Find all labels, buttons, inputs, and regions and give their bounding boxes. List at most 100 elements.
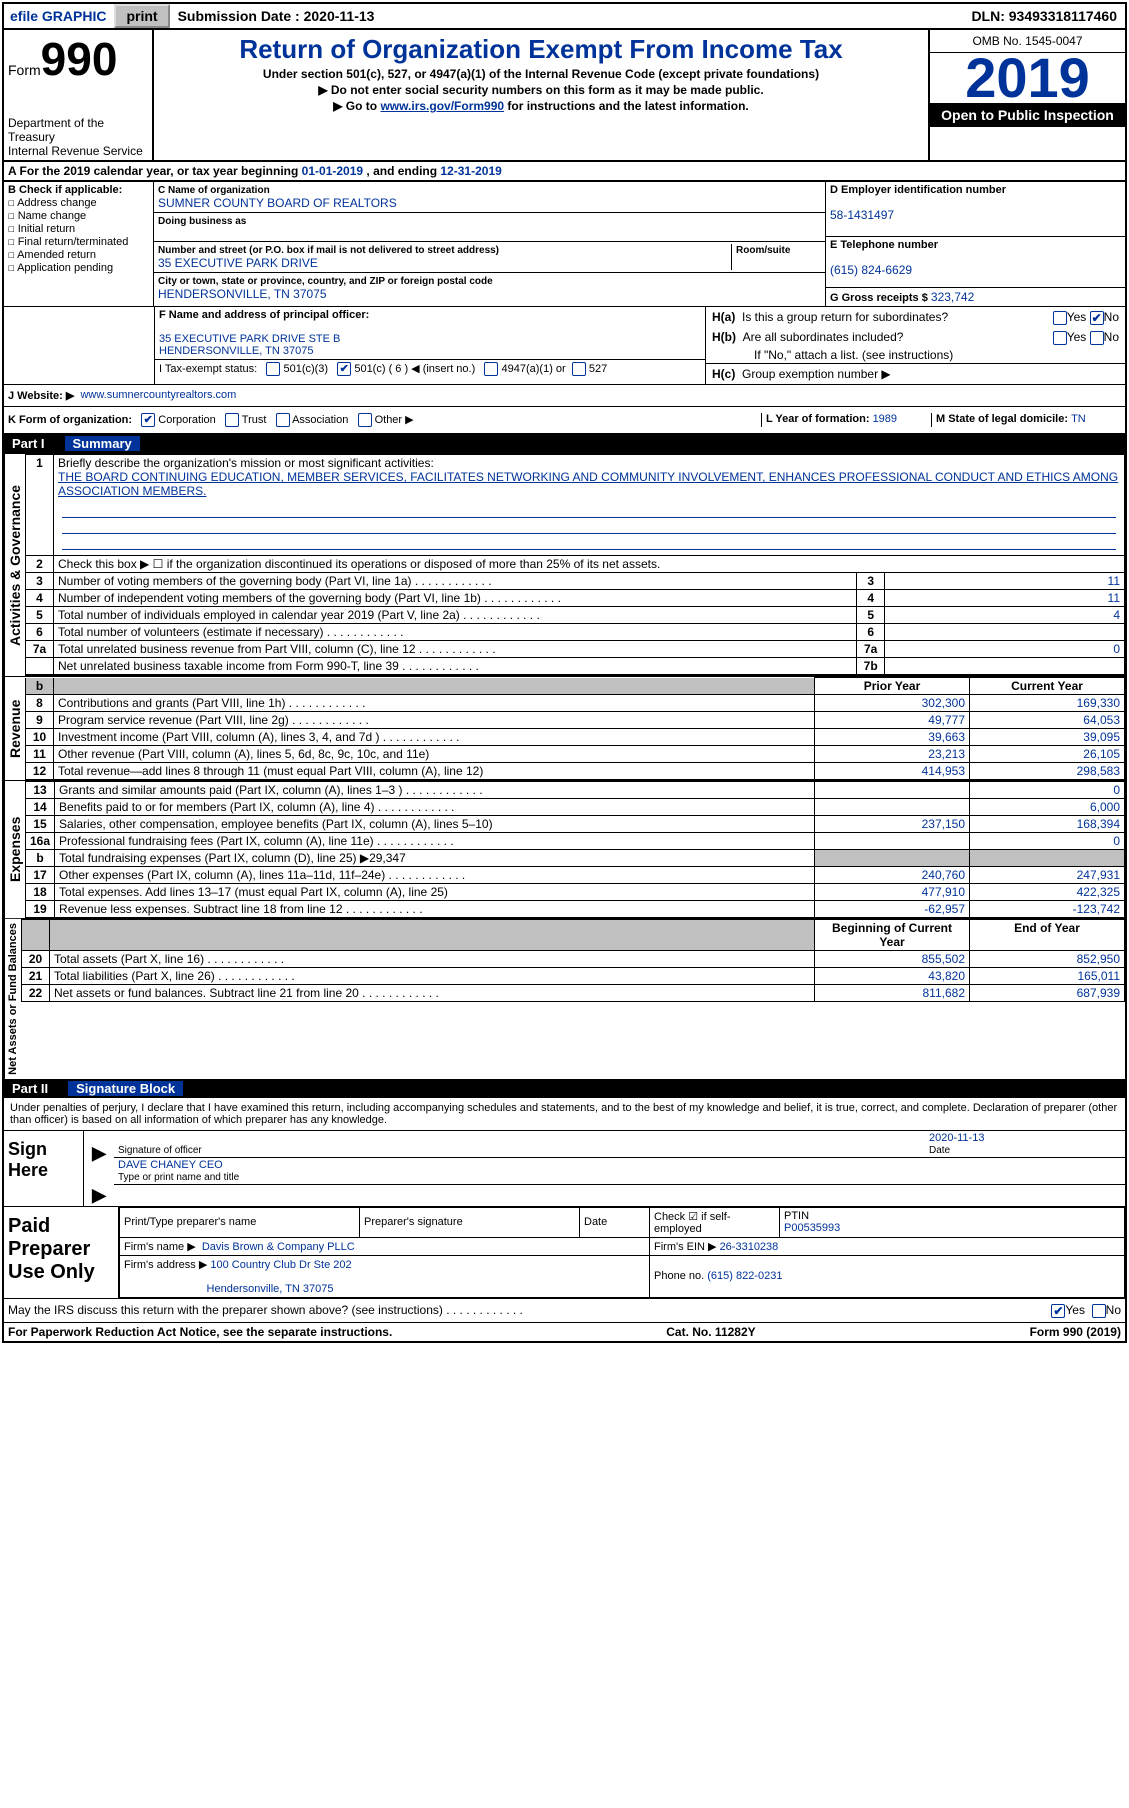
n: 17 <box>26 867 55 884</box>
firm-phone: (615) 822-0231 <box>707 1270 782 1282</box>
ha-txt: Is this a group return for subordinates? <box>742 310 948 324</box>
label: F Name and address of principal officer: <box>159 309 701 321</box>
cy: 165,011 <box>970 968 1125 985</box>
line-k-l-m: K Form of organization: ✔ Corporation Tr… <box>4 407 1125 434</box>
hc-txt: Group exemption number ▶ <box>742 367 891 381</box>
py: 811,682 <box>815 985 970 1002</box>
label: DLN: <box>971 8 1008 24</box>
city: HENDERSONVILLE, TN 37075 <box>158 287 327 301</box>
n: 5 <box>26 607 54 624</box>
label: M State of legal domicile: <box>936 413 1071 425</box>
name-label: C Name of organization <box>158 185 270 196</box>
line-i-tax-exempt: I Tax-exempt status: 501(c)(3) ✔ 501(c) … <box>155 359 705 378</box>
opt-address-change: Address change <box>17 197 97 209</box>
section-label-gov: Activities & Governance <box>4 454 25 676</box>
hb-lbl: H(b) <box>712 330 736 344</box>
street-label: Number and street (or P.O. box if mail i… <box>158 245 499 256</box>
l1-label: Briefly describe the organization's miss… <box>58 456 434 470</box>
arrow-icon: ▶▶ <box>84 1131 114 1206</box>
paid-label: Paid Preparer Use Only <box>4 1207 119 1298</box>
py: 414,953 <box>815 763 970 780</box>
n: 13 <box>26 782 55 799</box>
header-right: OMB No. 1545-0047 2019 Open to Public In… <box>930 30 1125 160</box>
note2-post: for instructions and the latest informat… <box>504 99 749 113</box>
b: 7a <box>857 641 885 658</box>
rev-table: bPrior YearCurrent Year 8Contributions a… <box>25 677 1125 780</box>
b: 3 <box>857 573 885 590</box>
ha-lbl: H(a) <box>712 310 735 324</box>
footer-right: Form 990 (2019) <box>1030 1325 1121 1339</box>
submission-date: Submission Date : 2020-11-13 <box>170 6 383 26</box>
print-button[interactable]: print <box>114 4 169 28</box>
v: 11 <box>885 590 1125 607</box>
opt-amended: Amended return <box>17 249 96 261</box>
d: Net assets or fund balances. Subtract li… <box>50 985 815 1002</box>
opt-name-change: Name change <box>18 210 87 222</box>
n: 22 <box>22 985 50 1002</box>
mid: , and ending <box>366 164 440 178</box>
sig-lines: Signature of officer 2020-11-13Date DAVE… <box>114 1131 1125 1206</box>
name-label: Type or print name and title <box>118 1172 239 1183</box>
website-link[interactable]: www.sumnercountyrealtors.com <box>80 389 236 402</box>
hb-txt: Are all subordinates included? <box>743 330 904 344</box>
box-l: L Year of formation: 1989 <box>761 413 931 427</box>
sig-label: Signature of officer <box>118 1145 202 1156</box>
n: 11 <box>26 746 54 763</box>
topbar: efile GRAPHIC print Submission Date : 20… <box>4 4 1125 30</box>
begin: 01-01-2019 <box>302 164 363 178</box>
line-j-website: J Website: ▶ www.sumnercountyrealtors.co… <box>4 385 1125 407</box>
part-num: Part I <box>12 436 45 451</box>
d: Total expenses. Add lines 13–17 (must eq… <box>55 884 815 901</box>
spacer-b <box>4 307 154 384</box>
section-revenue: Revenue bPrior YearCurrent Year 8Contrib… <box>4 676 1125 780</box>
hb-note: If "No," attach a list. (see instruction… <box>706 347 1125 363</box>
hdr-by: Beginning of Current Year <box>815 920 970 951</box>
n: 7a <box>26 641 54 658</box>
part-title: Signature Block <box>68 1081 183 1096</box>
o2: 501(c) ( 6 ) ◀ (insert no.) <box>354 363 475 375</box>
n <box>26 658 54 676</box>
form-header: Form990 Department of the Treasury Inter… <box>4 30 1125 162</box>
firm-addr2: Hendersonville, TN 37075 <box>207 1283 334 1295</box>
n: 15 <box>26 816 55 833</box>
label: J Website: ▶ <box>8 389 74 402</box>
d: Total assets (Part X, line 16) <box>50 951 815 968</box>
label: I Tax-exempt status: <box>159 363 257 375</box>
d: Program service revenue (Part VIII, line… <box>54 712 815 729</box>
d: Salaries, other compensation, employee b… <box>55 816 815 833</box>
py <box>815 833 970 850</box>
d: Total revenue—add lines 8 through 11 (mu… <box>54 763 815 780</box>
instructions-link[interactable]: www.irs.gov/Form990 <box>380 99 504 113</box>
d: Total unrelated business revenue from Pa… <box>54 641 857 658</box>
efile-link[interactable]: efile GRAPHIC <box>4 6 112 26</box>
n: 20 <box>22 951 50 968</box>
n: 2 <box>26 556 54 573</box>
no: No <box>1106 1303 1121 1317</box>
py: 302,300 <box>815 695 970 712</box>
box-f: F Name and address of principal officer:… <box>155 307 705 359</box>
ptin: P00535993 <box>784 1222 840 1234</box>
room-label: Room/suite <box>736 245 790 256</box>
firm-name-lbl: Firm's name ▶ <box>124 1241 196 1253</box>
form-word: Form <box>8 62 41 78</box>
sign-here-block: Sign Here ▶▶ Signature of officer 2020-1… <box>4 1130 1125 1207</box>
street: 35 EXECUTIVE PARK DRIVE <box>158 256 318 270</box>
phone: (615) 824-6629 <box>830 263 912 277</box>
org-name: SUMNER COUNTY BOARD OF REALTORS <box>158 196 397 210</box>
d: Total fundraising expenses (Part IX, col… <box>55 850 815 867</box>
note2: ▶ Go to www.irs.gov/Form990 for instruct… <box>158 99 924 113</box>
n <box>22 920 50 951</box>
section-governance: Activities & Governance 1 Briefly descri… <box>4 453 1125 676</box>
p-date-lbl: Date <box>580 1207 650 1237</box>
gross: 323,742 <box>931 290 974 304</box>
box-b: B Check if applicable: ☐ Address change … <box>4 182 154 306</box>
cy: 168,394 <box>970 816 1125 833</box>
line-a-tax-year: A For the 2019 calendar year, or tax yea… <box>4 162 1125 182</box>
d: Number of independent voting members of … <box>54 590 857 607</box>
value: 2020-11-13 <box>304 8 375 24</box>
section-label-net: Net Assets or Fund Balances <box>4 919 21 1079</box>
no: No <box>1104 310 1119 324</box>
footer-left: For Paperwork Reduction Act Notice, see … <box>8 1325 392 1339</box>
part-num: Part II <box>12 1081 48 1096</box>
b: 5 <box>857 607 885 624</box>
